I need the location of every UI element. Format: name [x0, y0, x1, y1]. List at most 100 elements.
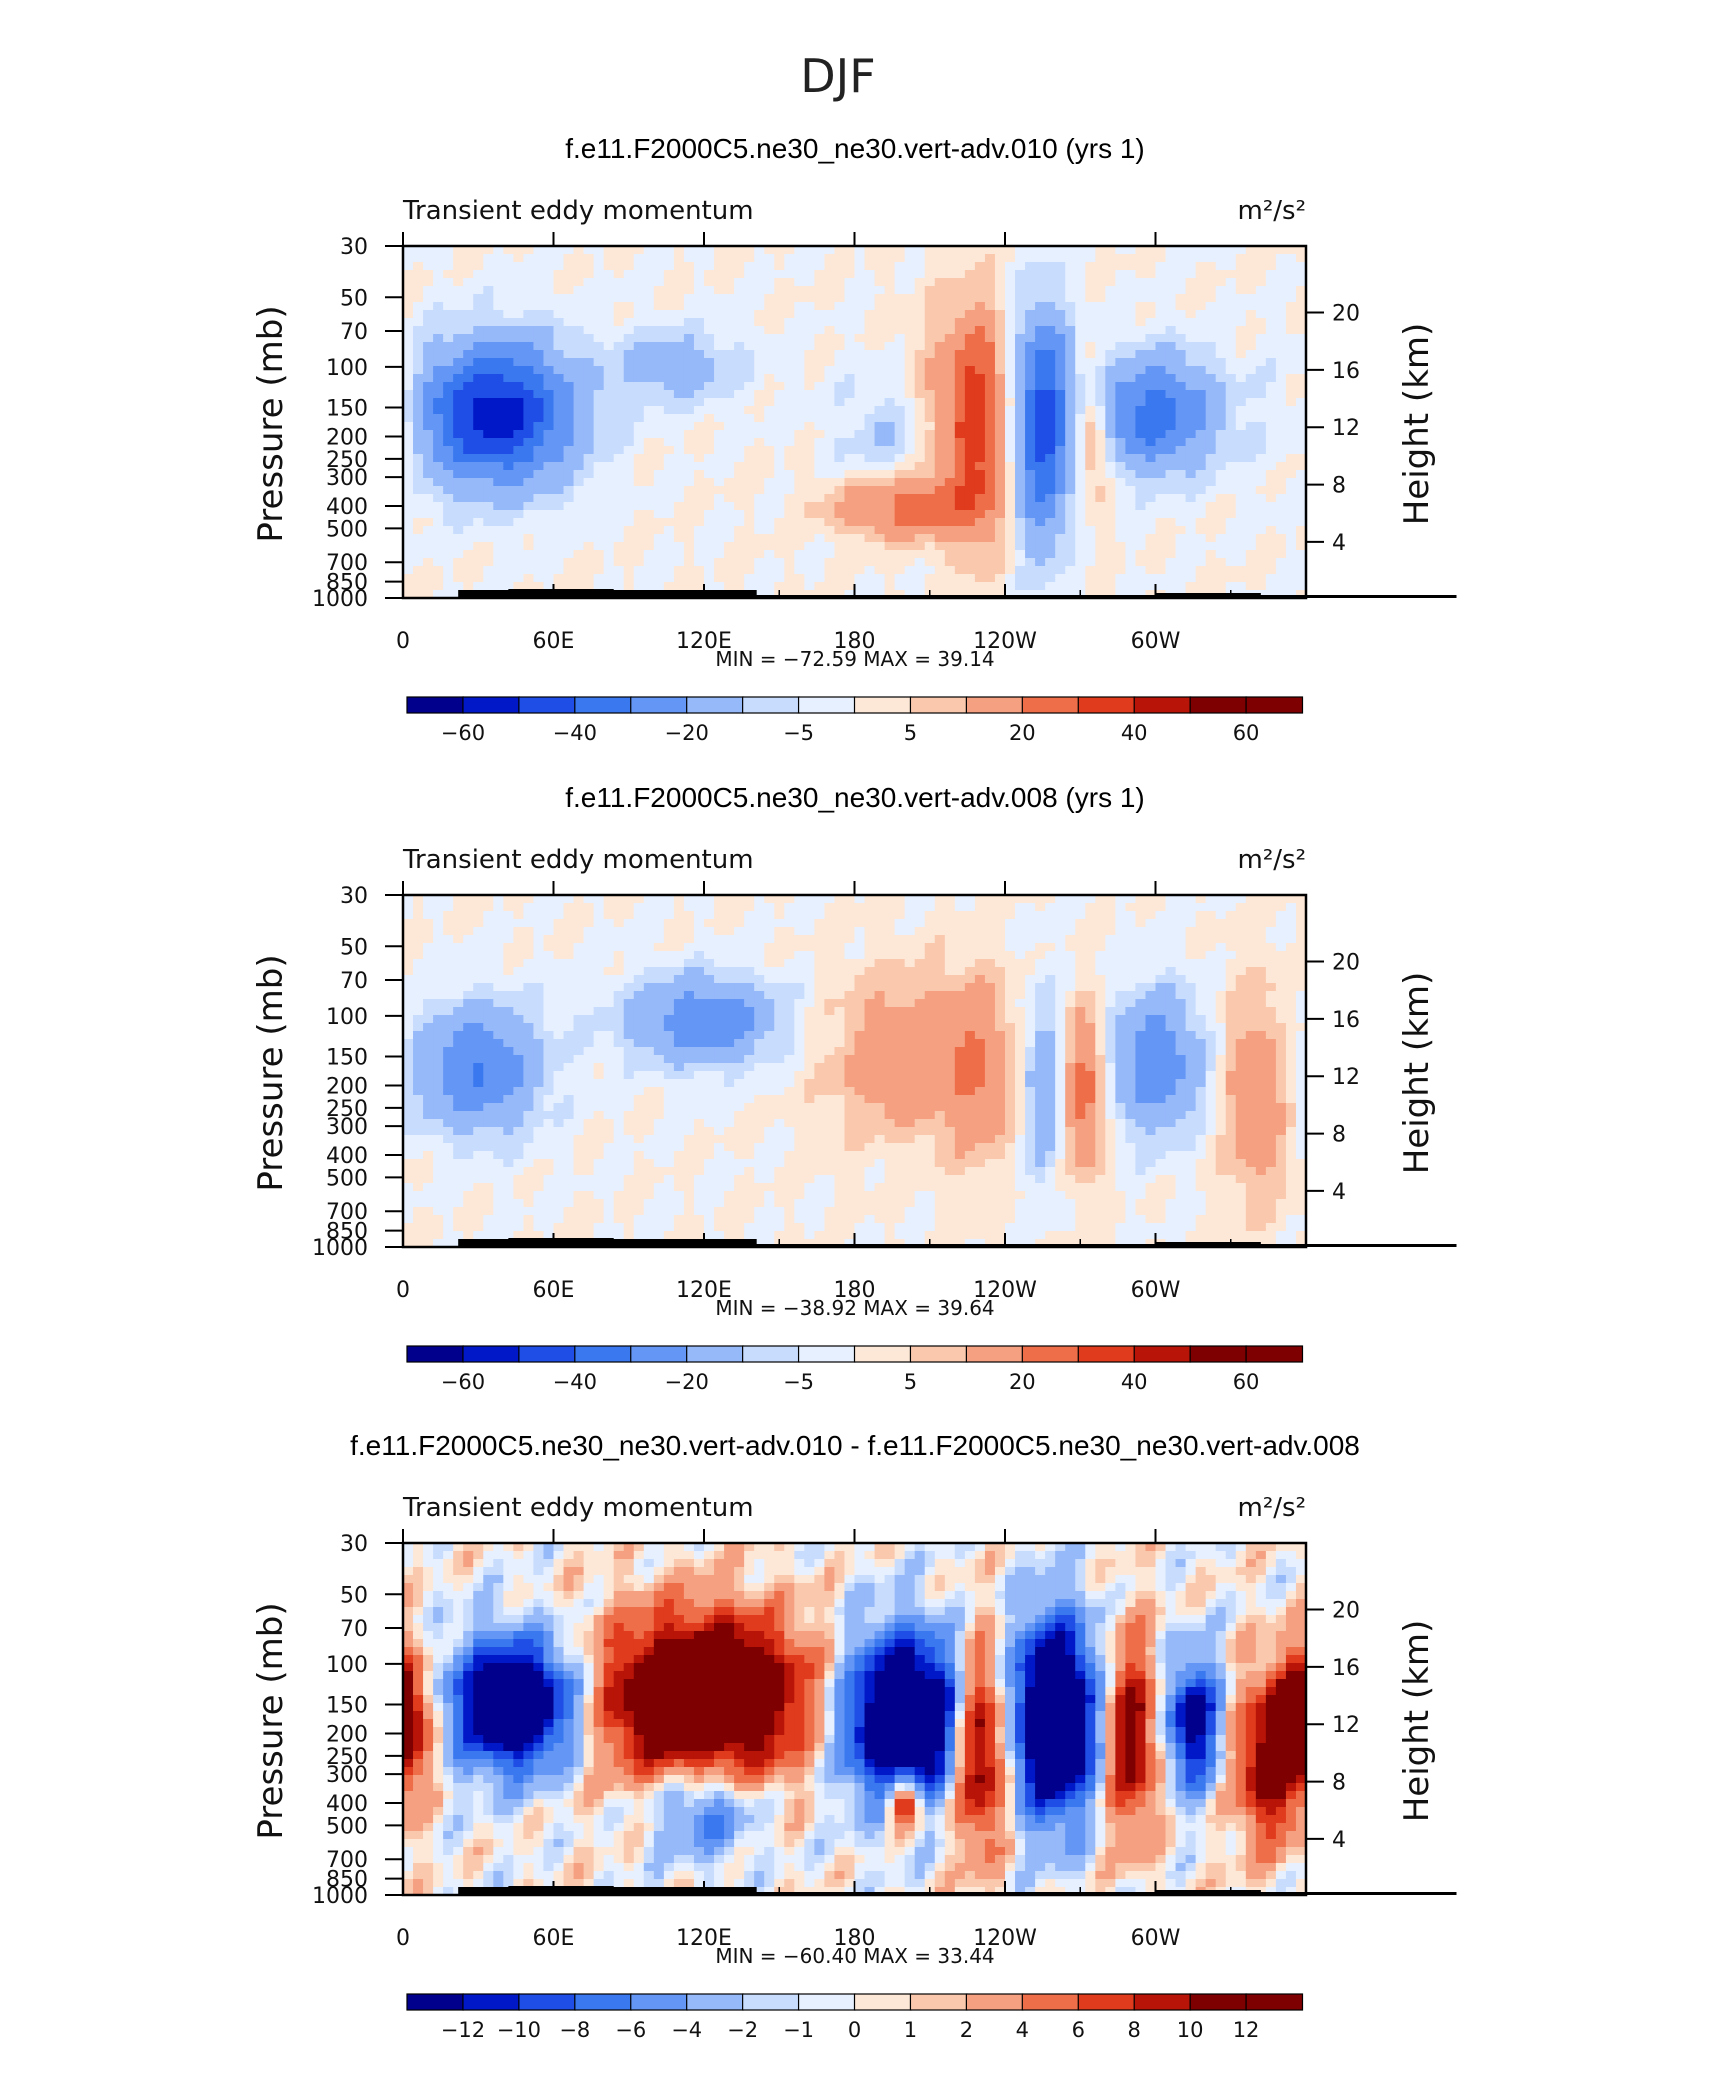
heatmap-cell [884, 574, 896, 583]
heatmap-cell [643, 518, 655, 527]
heatmap-cell [1015, 246, 1026, 255]
heatmap-cell [1075, 951, 1086, 960]
heatmap-cell [774, 398, 785, 407]
heatmap-cell [1015, 294, 1026, 303]
heatmap-cell [593, 454, 605, 463]
heatmap-cell [1065, 911, 1076, 920]
heatmap-cell [1225, 286, 1237, 295]
heatmap-cell [994, 454, 1006, 463]
heatmap-cell [643, 430, 655, 439]
heatmap-cell [603, 462, 615, 471]
heatmap-cell [463, 534, 474, 543]
heatmap-cell [1025, 951, 1036, 960]
heatmap-cell [824, 574, 836, 583]
heatmap-cell [1085, 534, 1096, 543]
heatmap-cell [463, 526, 474, 535]
heatmap-cell [603, 318, 615, 327]
heatmap-cell [1015, 590, 1026, 599]
heatmap-cell [1045, 951, 1056, 960]
heatmap-cell [473, 422, 484, 431]
heatmap-cell [894, 454, 906, 463]
heatmap-cell [1145, 374, 1157, 383]
heatmap-cell [583, 334, 595, 343]
heatmap-cell [593, 927, 605, 936]
heatmap-cell [663, 967, 675, 976]
heatmap-cell [1195, 526, 1207, 535]
heatmap-cell [774, 470, 785, 479]
heatmap-cell [864, 470, 876, 479]
heatmap-cell [583, 270, 595, 279]
heatmap-cell [523, 454, 535, 463]
heatmap-cell [493, 903, 504, 912]
heatmap-cell [663, 446, 675, 455]
heatmap-cell [1195, 502, 1207, 511]
heatmap-cell [1145, 414, 1157, 423]
heatmap-cell [573, 446, 585, 455]
heatmap-cell [704, 959, 715, 968]
heatmap-cell [814, 895, 825, 904]
heatmap-cell [734, 943, 745, 952]
heatmap-cell [1195, 510, 1207, 519]
heatmap-cell [1105, 590, 1116, 599]
heatmap-cell [724, 326, 735, 335]
heatmap-cell [593, 558, 605, 567]
heatmap-cell [1055, 967, 1066, 976]
heatmap-cell [693, 390, 705, 399]
heatmap-cell [974, 294, 986, 303]
heatmap-cell [413, 470, 424, 479]
heatmap-cell [403, 558, 414, 567]
heatmap-cell [1075, 903, 1086, 912]
heatmap-cell [924, 382, 936, 391]
heatmap-cell [794, 334, 805, 343]
heatmap-cell [904, 566, 916, 575]
heatmap-cell [784, 494, 795, 503]
heatmap-cell [673, 911, 685, 920]
heatmap-cell [1175, 542, 1187, 551]
heatmap-cell [1185, 919, 1197, 928]
heatmap-cell [683, 502, 695, 511]
heatmap-cell [443, 246, 454, 255]
heatmap-cell [944, 462, 956, 471]
heatmap-cell [874, 911, 886, 920]
heatmap-cell [734, 390, 745, 399]
heatmap-cell [894, 358, 906, 367]
heatmap-cell [724, 398, 735, 407]
y-tick-label-right: 4 [1332, 531, 1346, 556]
heatmap-cell [924, 254, 936, 263]
heatmap-cell [854, 350, 866, 359]
heatmap-cell [1235, 310, 1247, 319]
heatmap-cell [453, 358, 464, 367]
heatmap-cell [593, 438, 605, 447]
heatmap-cell [1015, 262, 1026, 271]
heatmap-cell [533, 270, 545, 279]
heatmap-cell [804, 302, 815, 311]
heatmap-cell [894, 462, 906, 471]
heatmap-cell [1275, 550, 1287, 559]
heatmap-cell [513, 382, 524, 391]
heatmap-cell [1185, 502, 1197, 511]
heatmap-cell [1035, 911, 1046, 920]
heatmap-cell [1255, 510, 1267, 519]
heatmap-cell [1165, 390, 1177, 399]
heatmap-cell [553, 254, 565, 263]
heatmap-cell [1095, 558, 1106, 567]
heatmap-cell [744, 430, 755, 439]
heatmap-cell [1085, 246, 1096, 255]
heatmap-cell [613, 542, 625, 551]
heatmap-cell [533, 446, 545, 455]
heatmap-cell [1175, 919, 1187, 928]
heatmap-cell [543, 382, 555, 391]
heatmap-cell [754, 398, 765, 407]
heatmap-cell [1075, 959, 1086, 968]
heatmap-cell [984, 278, 996, 287]
heatmap-cell [1095, 390, 1106, 399]
heatmap-cell [433, 414, 444, 423]
heatmap-cell [673, 478, 685, 487]
heatmap-cell [643, 286, 655, 295]
heatmap-cell [834, 358, 846, 367]
heatmap-cell [1055, 286, 1066, 295]
heatmap-cell [1265, 422, 1277, 431]
heatmap-cell [1175, 254, 1187, 263]
heatmap-cell [523, 895, 535, 904]
heatmap-cell [643, 302, 655, 311]
